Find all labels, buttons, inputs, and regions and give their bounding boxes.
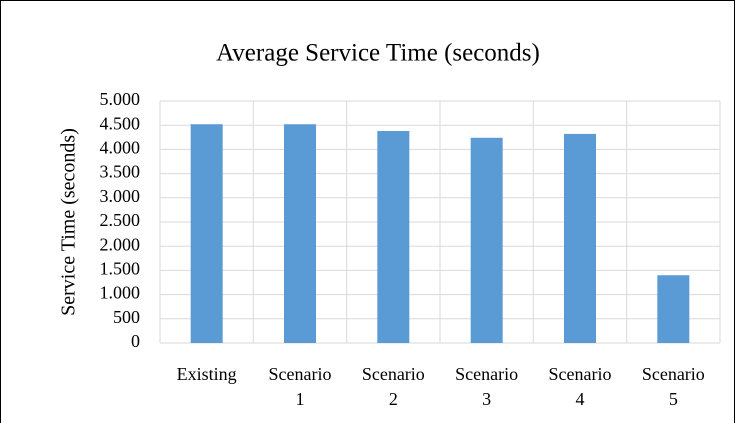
x-tick-label: Scenario 3 (455, 364, 519, 409)
bar (190, 124, 223, 344)
y-tick-label: 3.000 (100, 186, 141, 206)
y-tick-label: 5.000 (100, 89, 141, 109)
bar (284, 124, 316, 344)
y-tick-label: 4.000 (100, 138, 141, 158)
y-tick-label: 2.000 (100, 234, 141, 254)
bar (377, 131, 410, 343)
bar (470, 137, 503, 343)
bar (657, 275, 690, 343)
x-tick-label: Scenario 4 (548, 364, 612, 409)
y-axis-label: Service Time (seconds) (58, 128, 80, 316)
y-tick-label: 500 (113, 307, 140, 327)
bar (564, 133, 596, 343)
x-tick-label: Scenario 2 (361, 364, 425, 409)
x-tick-label: Scenario 5 (641, 364, 705, 409)
y-tick-label: 3.500 (100, 162, 141, 182)
y-tick-label: 0 (131, 331, 140, 351)
x-tick-label: Existing (176, 364, 237, 384)
y-tick-label: 4.500 (100, 113, 141, 133)
y-tick-label: 1.000 (100, 283, 141, 303)
chart-title: Average Service Time (seconds) (216, 40, 540, 67)
x-tick-label: Scenario 1 (268, 364, 332, 409)
y-tick-label: 1.500 (100, 259, 141, 279)
y-tick-label: 2.500 (100, 210, 141, 230)
